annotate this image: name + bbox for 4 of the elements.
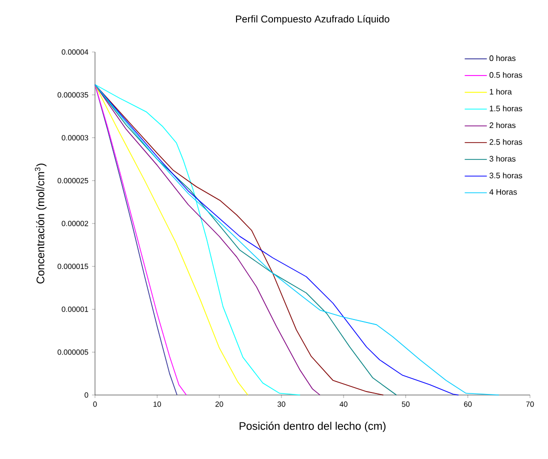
x-axis-title: Posición dentro del lecho (cm) [240, 422, 386, 432]
chart-title: Perfil Compuesto Azufrado Líquido [236, 15, 390, 24]
line-series [94, 84, 248, 396]
y-axis-title: Concentración (mol/cm$^{3}$) [34, 164, 46, 284]
